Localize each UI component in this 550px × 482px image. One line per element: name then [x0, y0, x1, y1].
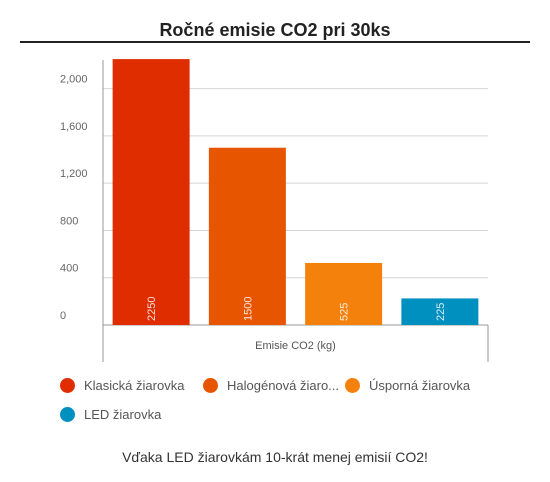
legend-label-halogenova: Halogénová žiaro...: [227, 378, 340, 393]
legend-label-usporna: Úsporná žiarovka: [369, 378, 471, 393]
bar-value-label: 1500: [242, 297, 254, 321]
x-axis-label: Emisie CO2 (kg): [255, 340, 336, 352]
legend-item-led[interactable]: LED žiarovka: [60, 407, 161, 422]
legend-swatch-halogenova: [203, 378, 218, 393]
chart-title: Ročné emisie CO2 pri 30ks: [159, 20, 391, 40]
legend-label-led: LED žiarovka: [84, 407, 162, 422]
bar-2: [208, 147, 286, 325]
legend-swatch-usporna: [345, 378, 360, 393]
title-underline: [20, 41, 530, 43]
legend-item-klasicka[interactable]: Klasická žiarovka: [60, 378, 184, 393]
y-tick-label: 400: [60, 263, 78, 275]
y-tick-label: 800: [60, 215, 78, 227]
bar-value-label: 225: [435, 303, 447, 321]
bar-4: [401, 298, 479, 325]
legend-item-halogenova[interactable]: Halogénová žiaro...: [203, 378, 339, 393]
bar-value-label: 2250: [146, 297, 158, 321]
legend-swatch-klasicka: [60, 378, 75, 393]
bar-chart: 0 400 800 1,200 1,600 2,000 2250 1500 525 225 Emis…: [60, 59, 489, 362]
y-tick-label: 1,200: [60, 168, 88, 180]
chart-caption: Vďaka LED žiarovkám 10-krát menej emisií…: [122, 449, 428, 465]
legend-item-usporna[interactable]: Úsporná žiarovka: [345, 378, 470, 393]
bar-value-label: 525: [339, 303, 351, 321]
y-tick-label: 0: [60, 310, 66, 322]
y-tick-label: 1,600: [60, 121, 88, 133]
bar-3: [305, 262, 383, 325]
bar-1: [112, 59, 190, 325]
legend-swatch-led: [60, 407, 75, 422]
y-tick-label: 2,000: [60, 74, 88, 86]
legend-label-klasicka: Klasická žiarovka: [84, 378, 185, 393]
